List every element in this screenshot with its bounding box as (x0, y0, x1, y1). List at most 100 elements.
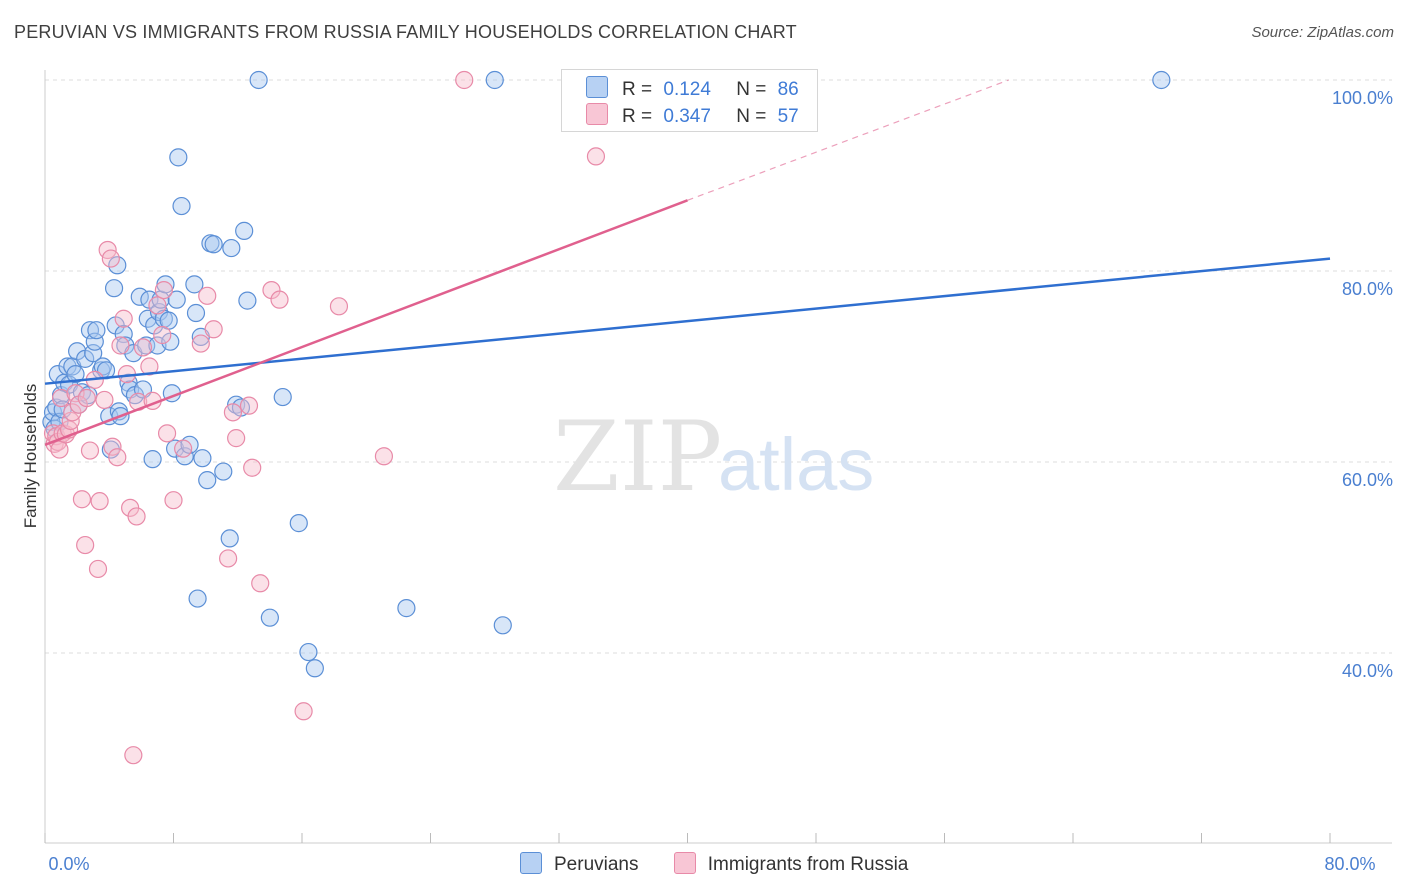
russia-point (174, 439, 193, 458)
y-tick-label: 100.0% (1332, 88, 1393, 108)
peruvians-point (204, 235, 223, 254)
peruvians-point (138, 309, 157, 328)
russia-point (72, 490, 92, 509)
russia-point (133, 338, 153, 357)
peruvians-point (485, 70, 504, 90)
russia-point (140, 357, 159, 376)
peruvians-point (104, 279, 124, 298)
russia-point (88, 559, 108, 579)
russia-point (114, 309, 133, 328)
peruvians-point (186, 303, 206, 323)
russia-point (270, 290, 289, 309)
peruvians-point (114, 324, 133, 344)
peruvians-point (220, 529, 239, 548)
russia-point (239, 396, 259, 415)
russia-point (51, 388, 71, 408)
peruvians-points (42, 70, 1171, 678)
russia-point (101, 249, 120, 268)
peruvians-point (85, 332, 104, 351)
legend-swatch-pink (586, 103, 608, 125)
russia-point (90, 492, 109, 511)
russia-swatch (673, 852, 696, 874)
legend-n-label: N = (736, 79, 767, 100)
legend-label-russia: Immigrants from Russia (707, 854, 909, 875)
peruvians-point (273, 387, 292, 407)
peruvians-point (397, 599, 416, 618)
russia-point (227, 429, 246, 448)
russia-point (251, 574, 270, 593)
peruvians-point (222, 238, 241, 258)
peruvians-point (235, 221, 254, 240)
source-label: Source: ZipAtlas.com (1251, 24, 1394, 41)
legend-r-value: 0.124 (663, 79, 711, 100)
russia-point (455, 70, 474, 90)
russia-point (66, 384, 85, 403)
legend-n-value: 86 (777, 79, 799, 100)
russia-point (50, 440, 69, 459)
legend-r-value: 0.347 (663, 106, 711, 127)
y-tick-label: 40.0% (1342, 661, 1393, 681)
russia-point (63, 403, 82, 422)
peruvians-point (80, 321, 100, 340)
russia-point (77, 388, 96, 408)
tick-labels: 100.0% 80.0% 60.0% 40.0% 0.0% 80.0% (48, 88, 1393, 874)
watermark-atlas: atlas (718, 423, 874, 506)
russia-point (191, 334, 210, 353)
peruvians-point (493, 616, 512, 635)
peruvians-point (108, 256, 127, 275)
peruvians-point (87, 321, 106, 340)
legend-r-label: R = (622, 79, 653, 100)
y-axis-label: Family Households (21, 384, 40, 529)
legend-n-value: 57 (777, 106, 799, 127)
russia-point (80, 441, 100, 460)
peruvians-point (1152, 70, 1171, 90)
peruvians-point (188, 589, 207, 608)
peruvians-point (238, 291, 257, 310)
russia-point (219, 549, 238, 568)
peruvians-point (249, 70, 268, 90)
peruvians-point (214, 462, 233, 481)
trend-lines (44, 79, 1331, 446)
russia-point (223, 403, 243, 422)
y-tick-label: 80.0% (1342, 279, 1393, 299)
russia-point (329, 297, 349, 316)
russia-point (153, 325, 172, 345)
peruvians-point (167, 290, 186, 309)
legend-n-label: N = (736, 106, 767, 127)
russia-point (198, 286, 217, 305)
legend-r-label: R = (622, 106, 653, 127)
y-tick-label: 60.0% (1342, 470, 1393, 490)
chart-title: PERUVIAN VS IMMIGRANTS FROM RUSSIA FAMIL… (14, 22, 797, 42)
russia-trend-extension (687, 79, 1009, 201)
watermark-zip: ZIP (553, 401, 722, 513)
peruvians-point (172, 196, 191, 216)
peruvians-point (169, 148, 188, 167)
peruvians-point (66, 365, 85, 384)
russia-point (586, 147, 606, 166)
russia-point (294, 702, 313, 721)
russia-point (76, 535, 95, 555)
peruvians-point (193, 449, 212, 468)
stats-legend: R = 0.124 N = 86 R = 0.347 N = 57 (561, 69, 818, 132)
peruvians-point (305, 659, 324, 678)
russia-point (164, 491, 183, 510)
peruvians-point (175, 447, 194, 466)
legend-row-russia: R = 0.347 N = 57 (586, 103, 799, 128)
legend-item-russia[interactable]: Immigrants from Russia (673, 852, 909, 876)
peruvians-point (260, 608, 279, 627)
peruvians-point (185, 275, 204, 294)
russia-point (127, 507, 146, 526)
legend-row-peruvians: R = 0.124 N = 86 (586, 76, 799, 101)
gridlines (45, 79, 1392, 654)
russia-trend-line (44, 199, 688, 446)
russia-points (43, 70, 606, 765)
peruvians-point (84, 344, 103, 363)
series-legend: Peruvians Immigrants from Russia (520, 852, 938, 876)
russia-point (374, 447, 394, 466)
legend-item-peruvians[interactable]: Peruvians (520, 852, 639, 876)
peruvians-point (143, 450, 162, 469)
x-tick-label: 80.0% (1324, 854, 1375, 874)
watermark: ZIP atlas (553, 401, 874, 513)
peruvians-point (289, 514, 308, 533)
